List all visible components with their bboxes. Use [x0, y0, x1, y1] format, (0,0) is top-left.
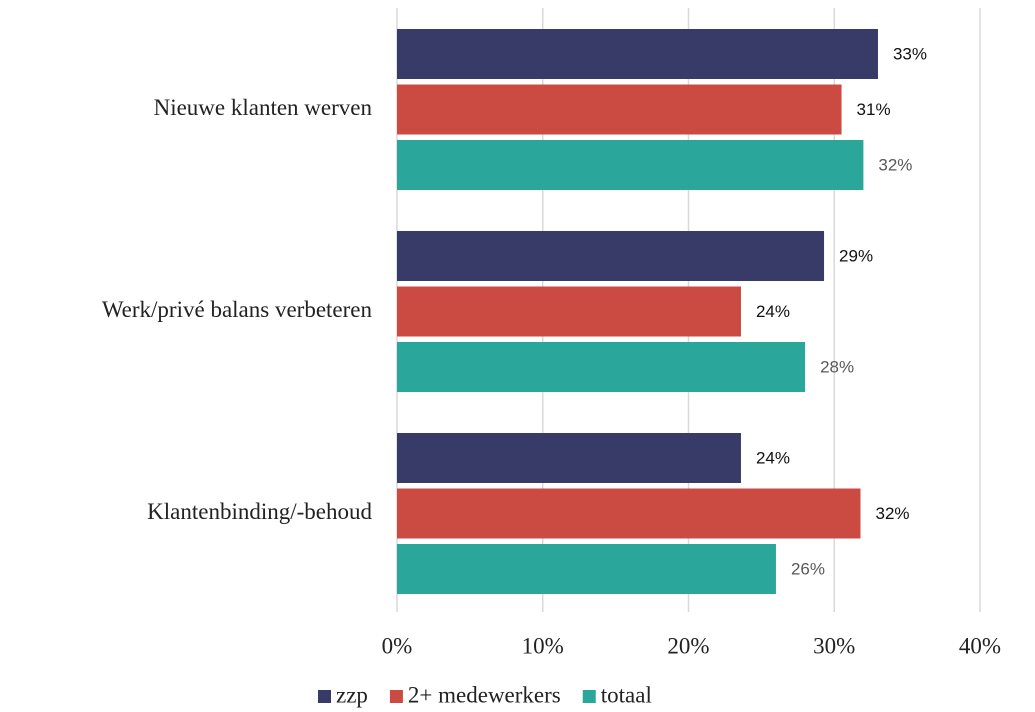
data-label: 32% [875, 504, 909, 523]
data-label: 33% [893, 44, 927, 63]
bar [397, 342, 806, 392]
legend-swatch [582, 690, 596, 703]
bar [397, 84, 842, 135]
data-label: 28% [820, 357, 854, 376]
data-label: 29% [839, 246, 873, 265]
legend-label: 2+ medewerkers [408, 682, 561, 707]
bar [397, 488, 861, 539]
category-label: Werk/privé balans verbeteren [102, 297, 373, 322]
bar [397, 29, 878, 79]
bar [397, 286, 741, 337]
bar [397, 433, 741, 483]
x-tick-label: 40% [959, 633, 1001, 658]
bar [397, 231, 825, 281]
data-label: 31% [857, 100, 891, 119]
x-tick-label: 20% [667, 633, 709, 658]
legend-label: totaal [601, 682, 652, 707]
category-label: Nieuwe klanten werven [154, 95, 373, 120]
legend-swatch [389, 690, 403, 703]
bar [397, 140, 864, 190]
data-label: 24% [756, 448, 790, 467]
x-tick-label: 10% [522, 633, 564, 658]
x-tick-label: 30% [813, 633, 855, 658]
category-label: Klantenbinding/-behoud [147, 499, 372, 524]
bar [397, 544, 776, 594]
data-label: 24% [756, 302, 790, 321]
data-label: 32% [878, 155, 912, 174]
x-tick-label: 0% [382, 633, 413, 658]
legend-label: zzp [336, 682, 368, 707]
data-label: 26% [791, 559, 825, 578]
legend-swatch [318, 690, 331, 703]
